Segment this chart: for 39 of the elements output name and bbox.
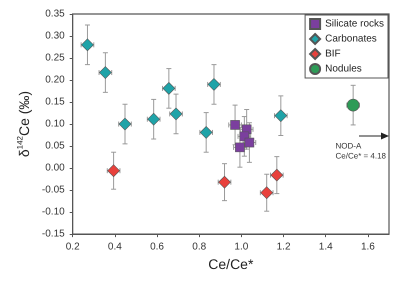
point — [270, 168, 284, 182]
y-tick-label: 0.35 — [45, 8, 66, 20]
y-tick-label: -0.10 — [42, 206, 66, 218]
point — [218, 176, 231, 188]
legend-label: Carbonates — [325, 34, 377, 44]
x-tick-label: 1.2 — [276, 242, 291, 253]
x-tick-label: 1.4 — [318, 242, 334, 253]
y-tick-label: 0.10 — [45, 118, 66, 130]
annotation: NOD-A Ce/Ce* = 4.18 — [336, 142, 387, 160]
y-axis-title: δ142Ce (‰) — [16, 90, 32, 158]
y-tick-label: 0.00 — [45, 162, 66, 174]
x-tick-label: 0.4 — [108, 242, 122, 253]
point — [118, 118, 132, 130]
y-tick-label: 0.25 — [45, 52, 66, 64]
point — [274, 109, 288, 122]
legend-label: Nodules — [325, 64, 362, 74]
y-tick-label: 0.30 — [45, 30, 66, 42]
x-tick-label: 0.8 — [192, 242, 207, 253]
point — [162, 82, 176, 95]
point — [99, 66, 112, 79]
legend-label: BIF — [325, 48, 341, 60]
point — [208, 78, 220, 91]
x-axis-title: Ce/Ce* — [208, 256, 254, 272]
legend-label: Silicate rocks — [325, 18, 384, 30]
point — [147, 112, 160, 126]
point — [346, 98, 360, 112]
x-tick-label: 1.0 — [234, 242, 249, 253]
point — [107, 164, 120, 178]
y-tick-label: -0.15 — [42, 228, 66, 240]
y-tick-label: 0.20 — [45, 74, 66, 86]
y-tick-label: 0.05 — [45, 140, 66, 152]
x-tick-label: 0.2 — [66, 242, 80, 253]
point — [170, 108, 182, 120]
y-tick-label: 0.15 — [45, 96, 66, 108]
point — [200, 126, 212, 139]
x-tick-label: 1.6 — [360, 242, 376, 253]
x-tick-label: 0.6 — [150, 242, 164, 253]
y-tick-label: -0.05 — [42, 184, 66, 196]
point — [81, 38, 94, 52]
